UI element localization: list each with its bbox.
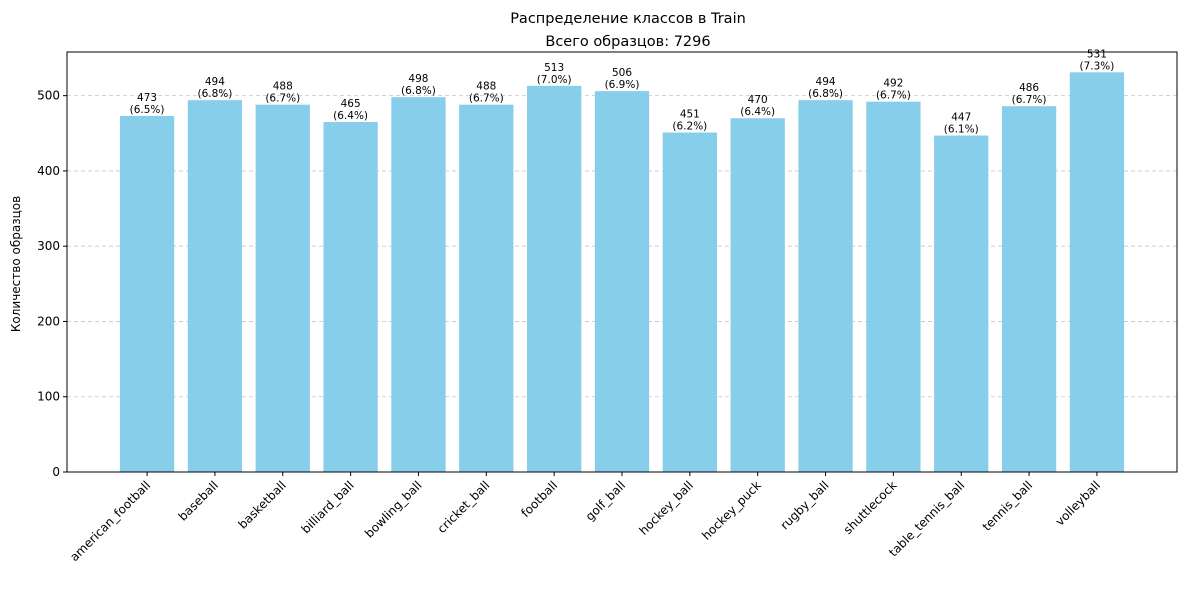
x-tick-label: football xyxy=(518,478,560,520)
bar-value-label: 531 xyxy=(1087,48,1107,60)
bar-percent-label: (6.7%) xyxy=(469,93,504,105)
bar-american_football xyxy=(119,115,175,473)
bar-percent-label: (6.8%) xyxy=(808,88,843,100)
bar-value-label: 465 xyxy=(341,98,361,110)
bar-shuttlecock xyxy=(866,101,921,472)
y-axis-ticks: 0 100 200 300 400 500 xyxy=(37,89,67,479)
bar-value-label: 470 xyxy=(748,94,768,106)
bar-cricket_ball xyxy=(459,104,514,472)
chart-title: Распределение классов в Train xyxy=(510,11,746,27)
bar-tennis_ball xyxy=(1001,106,1057,473)
x-tick-label: volleyball xyxy=(1053,478,1103,528)
x-tick-label: american_football xyxy=(67,478,153,564)
bar-percent-label: (6.4%) xyxy=(740,106,775,118)
bar-billiard_ball xyxy=(323,122,378,472)
y-tick-label: 400 xyxy=(37,164,60,178)
bar-percent-label: (7.0%) xyxy=(537,74,572,86)
bar-percent-label: (7.3%) xyxy=(1080,60,1115,72)
y-axis-label: Количество образцов xyxy=(9,196,23,332)
bar-percent-label: (6.1%) xyxy=(944,124,979,136)
bar-percent-label: (6.5%) xyxy=(130,104,165,116)
bars xyxy=(119,72,1125,473)
bar-value-label: 451 xyxy=(680,109,700,121)
bar-value-label: 506 xyxy=(612,67,632,79)
bar-percent-label: (6.2%) xyxy=(672,121,707,133)
y-tick-label: 500 xyxy=(37,89,60,103)
x-tick-label: tennis_ball xyxy=(980,478,1036,534)
x-tick-label: billiard_ball xyxy=(299,478,357,536)
x-tick-label: basketball xyxy=(236,478,289,531)
bar-percent-label: (6.7%) xyxy=(1012,94,1047,106)
x-tick-label: golf_ball xyxy=(583,478,628,523)
bar-golf_ball xyxy=(594,91,650,473)
bar-percent-label: (6.8%) xyxy=(401,85,436,97)
bar-value-label: 513 xyxy=(544,62,564,74)
x-tick-label: shuttlecock xyxy=(841,478,900,537)
bar-value-label: 486 xyxy=(1019,82,1039,94)
bar-percent-label: (6.9%) xyxy=(605,79,640,91)
x-tick-label: hockey_ball xyxy=(636,478,696,538)
x-tick-label: table_tennis_ball xyxy=(886,478,967,559)
y-tick-label: 200 xyxy=(37,314,60,328)
bar-football xyxy=(527,85,582,472)
y-tick-label: 300 xyxy=(37,239,60,253)
bar-value-label: 498 xyxy=(408,73,428,85)
x-tick-label: baseball xyxy=(176,478,221,523)
bar-percent-label: (6.7%) xyxy=(876,90,911,102)
x-tick-label: bowling_ball xyxy=(362,478,424,540)
bar-rugby_ball xyxy=(798,100,853,472)
y-tick-label: 100 xyxy=(37,390,60,404)
x-tick-label: rugby_ball xyxy=(778,478,832,532)
bar-percent-label: (6.4%) xyxy=(333,110,368,122)
bar-value-labels: 473(6.5%)494(6.8%)488(6.7%) 465(6.4%)498(… xyxy=(130,48,1115,135)
chart-subtitle: Всего образцов: 7296 xyxy=(545,34,710,50)
bar-bowling_ball xyxy=(391,97,446,473)
bar-hockey_puck xyxy=(730,118,785,472)
y-tick-label: 0 xyxy=(52,465,60,479)
bar-volleyball xyxy=(1069,72,1125,473)
bar-percent-label: (6.7%) xyxy=(265,93,300,105)
bar-baseball xyxy=(187,100,243,472)
bar-value-label: 492 xyxy=(883,78,903,90)
bar-value-label: 494 xyxy=(205,76,225,88)
x-axis-ticks: american_football baseball basketball billi… xyxy=(67,472,1103,564)
x-tick-label: hockey_puck xyxy=(699,478,764,543)
bar-percent-label: (6.8%) xyxy=(197,88,232,100)
bar-basketball xyxy=(255,104,310,472)
bar-value-label: 488 xyxy=(476,81,496,93)
bar-value-label: 447 xyxy=(951,112,971,124)
bar-value-label: 494 xyxy=(816,76,836,88)
bar-hockey_ball xyxy=(662,132,717,472)
bar-value-label: 488 xyxy=(273,81,293,93)
x-tick-label: cricket_ball xyxy=(435,478,493,536)
bar-table_tennis_ball xyxy=(934,135,989,472)
bar-value-label: 473 xyxy=(137,92,157,104)
